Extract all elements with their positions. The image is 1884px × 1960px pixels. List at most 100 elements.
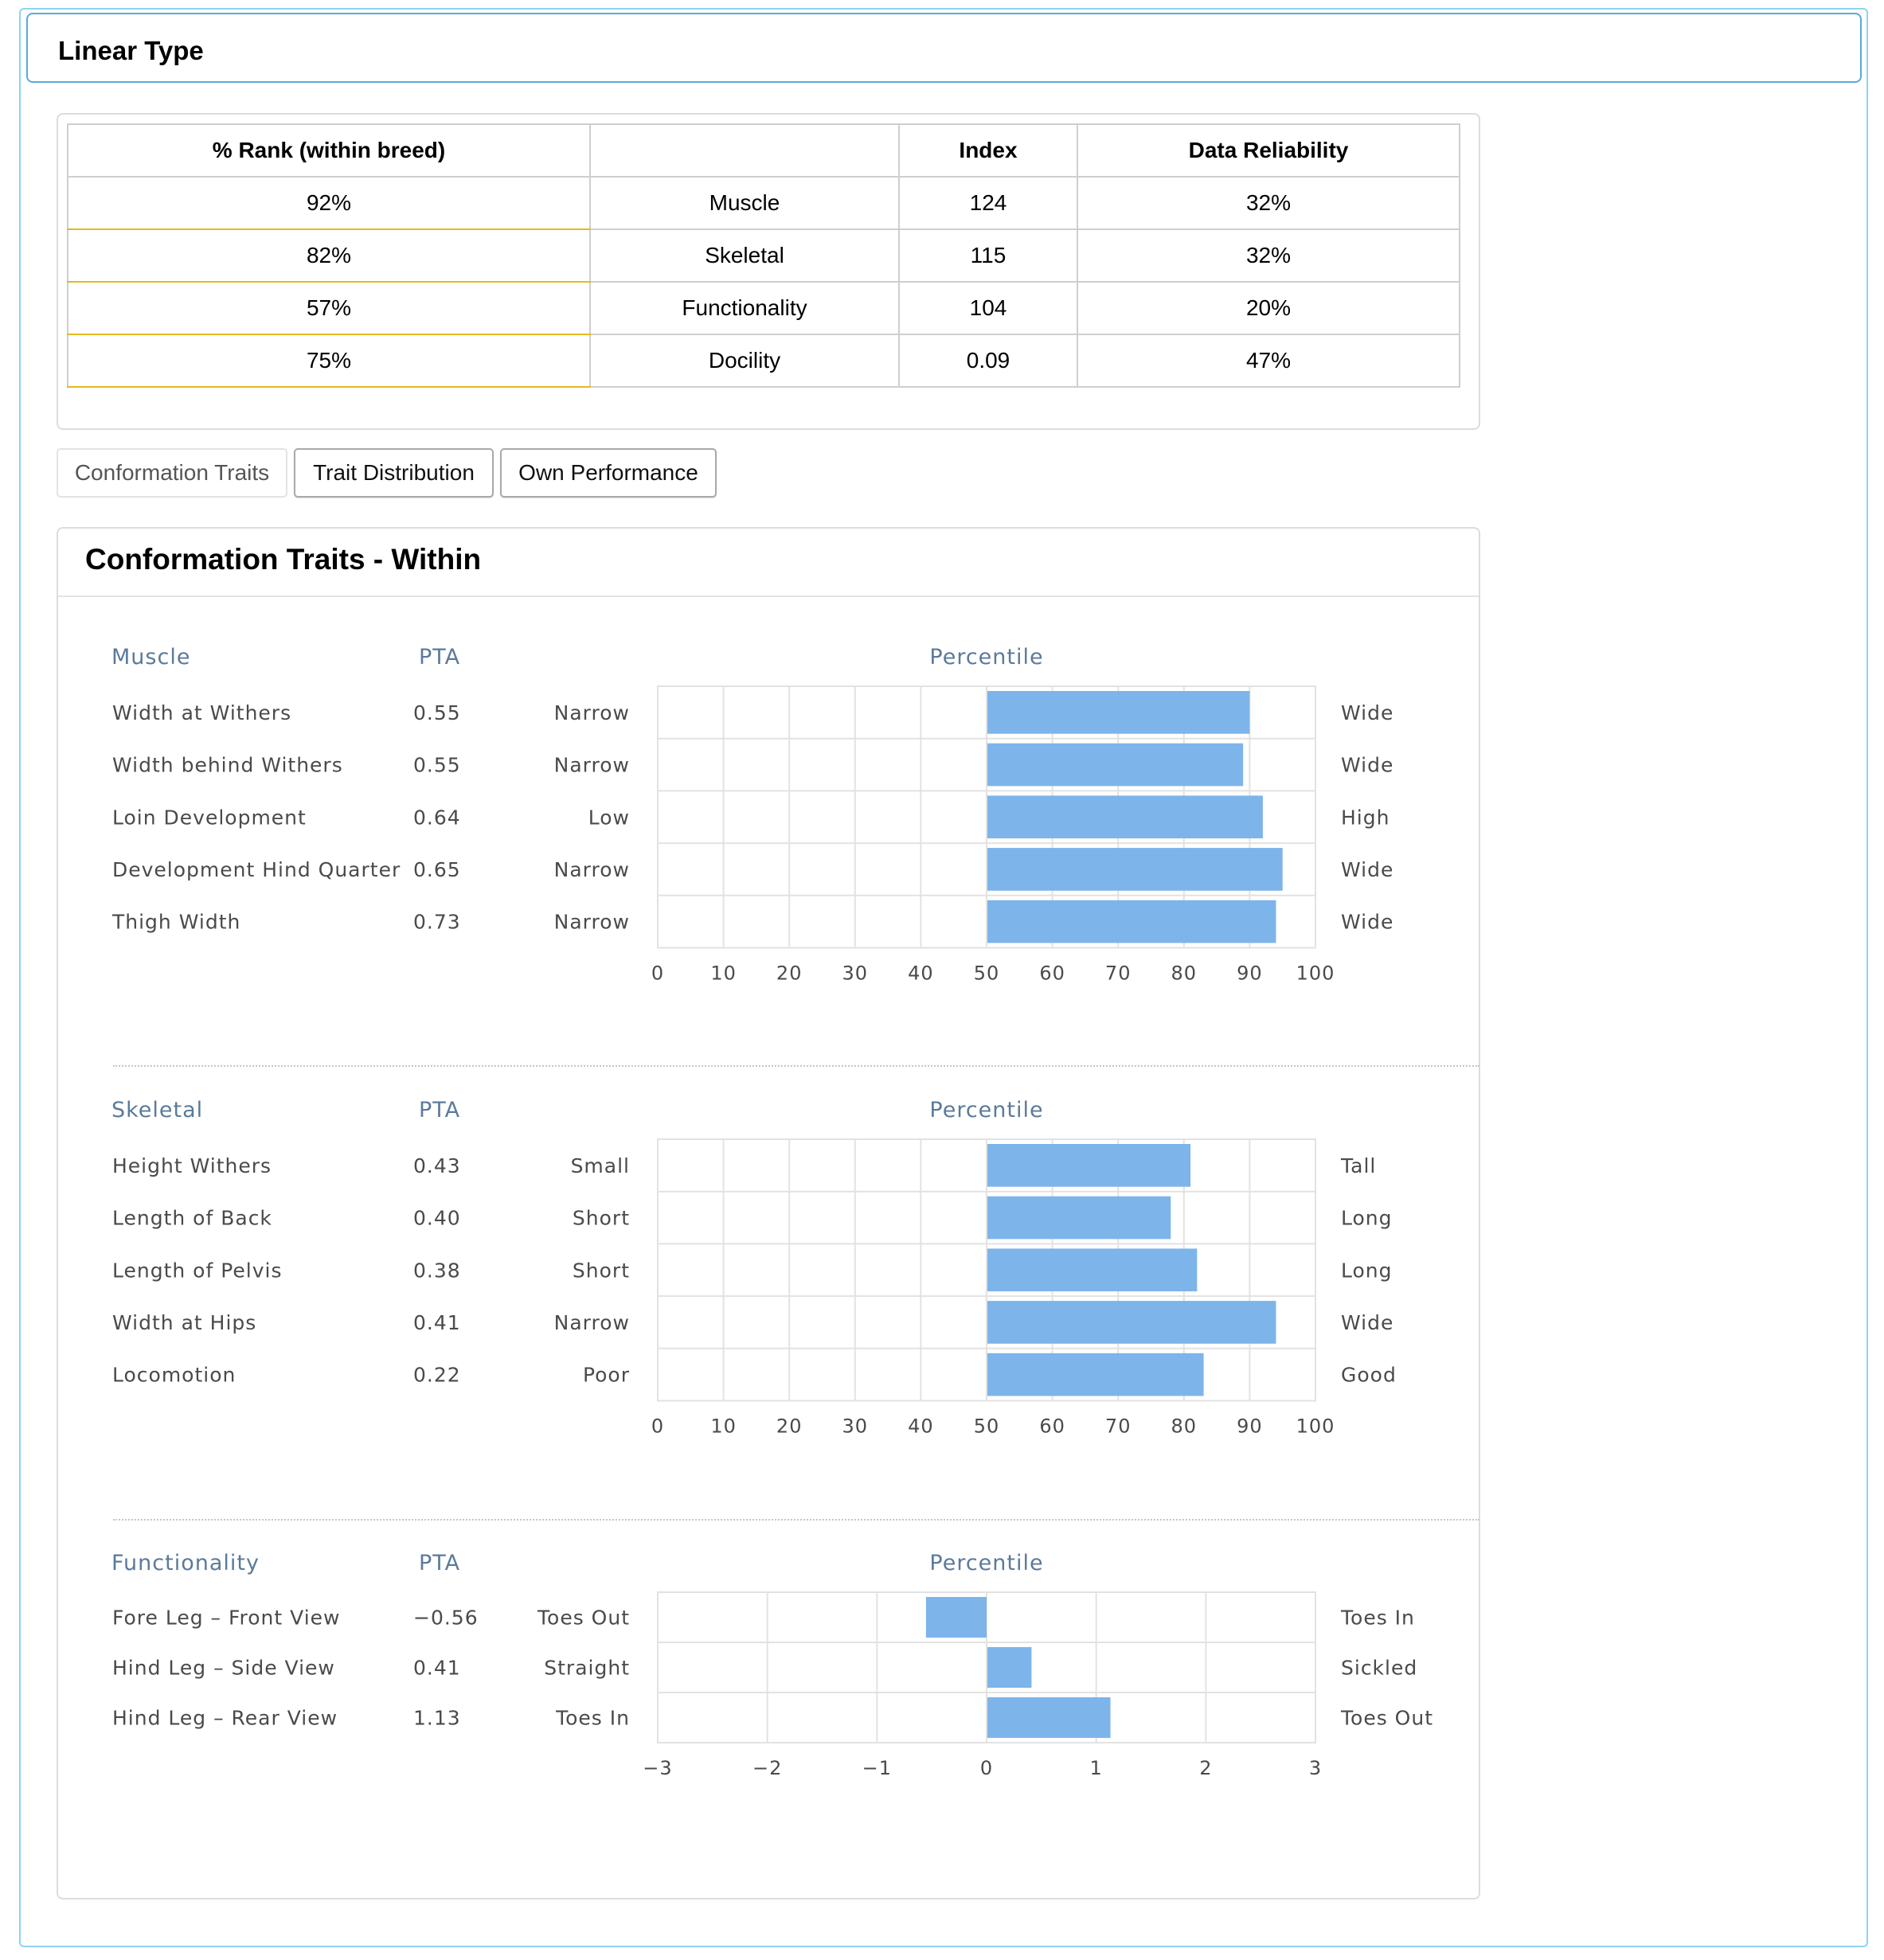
trait-cell: Muscle <box>589 176 900 230</box>
tick-label: 10 <box>710 962 737 985</box>
trait-name: Loin Development <box>112 806 307 829</box>
outer-panel <box>19 8 1868 1947</box>
percentile-bar <box>987 795 1263 839</box>
tick-label: 1 <box>1090 1757 1103 1779</box>
pta-value: 1.13 <box>413 1707 461 1730</box>
table-header-row: % Rank (within breed) Index Data Reliabi… <box>67 123 1460 178</box>
trait-name: Width at Withers <box>112 701 291 724</box>
section-header: Linear Type <box>26 13 1862 83</box>
index-cell: 115 <box>898 228 1078 283</box>
pta-value: 0.22 <box>413 1364 461 1387</box>
section-divider <box>113 1519 1479 1521</box>
rank-cell: 92% <box>67 176 591 230</box>
pta-value: 0.40 <box>413 1207 461 1230</box>
percentile-bar <box>987 1248 1198 1292</box>
rank-cell: 57% <box>67 281 591 335</box>
low-end-label: Small <box>571 1154 630 1177</box>
tick-label: −1 <box>862 1757 892 1779</box>
group-header: Functionality <box>111 1551 260 1575</box>
high-end-label: Tall <box>1340 1154 1376 1177</box>
tick-label: 80 <box>1171 962 1198 985</box>
percentile-bar <box>987 1301 1276 1344</box>
index-cell: 104 <box>898 281 1078 335</box>
high-end-label: High <box>1341 806 1390 829</box>
column-header-trait <box>589 123 900 178</box>
trait-name: Length of Back <box>112 1207 272 1230</box>
section-title: Linear Type <box>58 36 204 65</box>
pta-header: PTA <box>419 645 460 670</box>
percentile-bar <box>987 900 1276 943</box>
percentile-bar <box>925 1597 987 1638</box>
tick-label: 90 <box>1237 1415 1263 1438</box>
percentile-bar <box>987 1697 1111 1738</box>
low-end-label: Toes Out <box>537 1607 630 1630</box>
tick-label: 10 <box>710 1415 737 1438</box>
low-end-label: Toes In <box>555 1707 630 1730</box>
trait-name: Development Hind Quarter <box>112 858 401 881</box>
percentile-bar <box>987 743 1244 787</box>
low-end-label: Narrow <box>554 1311 630 1334</box>
group-header: Muscle <box>111 645 190 670</box>
card-divider <box>58 595 1479 597</box>
axis-title: Percentile <box>929 1551 1043 1575</box>
trait-name: Hind Leg – Rear View <box>112 1707 338 1730</box>
low-end-label: Narrow <box>554 754 630 777</box>
high-end-label: Wide <box>1341 701 1393 724</box>
low-end-label: Short <box>573 1259 630 1282</box>
trait-name: Thigh Width <box>111 911 240 934</box>
table-row: 82% Skeletal 115 32% <box>67 228 1460 283</box>
trait-name: Width behind Withers <box>112 754 343 777</box>
trait-name: Fore Leg – Front View <box>112 1607 340 1630</box>
column-header-reliability: Data Reliability <box>1077 123 1460 178</box>
index-cell: 124 <box>898 176 1078 230</box>
tick-label: 20 <box>776 962 803 985</box>
high-end-label: Sickled <box>1341 1657 1417 1680</box>
table-row: 57% Functionality 104 20% <box>67 281 1460 335</box>
percentile-bar <box>987 1647 1032 1688</box>
low-end-label: Narrow <box>554 858 630 881</box>
high-end-label: Wide <box>1341 911 1393 934</box>
column-header-index: Index <box>898 123 1078 178</box>
tick-label: 30 <box>842 962 869 985</box>
trait-cell: Functionality <box>589 281 900 335</box>
reliability-cell: 32% <box>1077 228 1460 283</box>
trait-name: Width at Hips <box>112 1311 256 1334</box>
trait-name: Length of Pelvis <box>112 1259 283 1282</box>
tab-own-performance[interactable]: Own Performance <box>500 448 717 498</box>
trait-cell: Skeletal <box>589 228 900 283</box>
tick-label: 50 <box>974 962 1000 985</box>
high-end-label: Long <box>1341 1259 1393 1282</box>
tick-label: 3 <box>1309 1757 1322 1779</box>
section-divider <box>113 1065 1479 1067</box>
rank-cell: 82% <box>67 228 591 283</box>
percentile-bar <box>987 691 1250 734</box>
pta-value: 0.38 <box>413 1259 461 1282</box>
tick-label: 70 <box>1105 1415 1132 1438</box>
table-row: 92% Muscle 124 32% <box>67 176 1460 230</box>
tab-trait-distribution[interactable]: Trait Distribution <box>294 448 494 498</box>
tick-label: 20 <box>776 1415 803 1438</box>
tick-label: 100 <box>1296 1415 1335 1438</box>
pta-value: 0.64 <box>413 806 461 829</box>
trait-name: Height Withers <box>112 1154 272 1177</box>
tab-conformation-traits[interactable]: Conformation Traits <box>57 448 287 498</box>
tick-label: 70 <box>1105 962 1132 985</box>
pta-value: 0.55 <box>413 701 461 724</box>
pta-value: −0.56 <box>413 1607 479 1630</box>
high-end-label: Wide <box>1341 858 1393 881</box>
percentile-bar <box>987 848 1283 891</box>
tick-label: 0 <box>651 962 664 985</box>
low-end-label: Narrow <box>554 701 630 724</box>
high-end-label: Wide <box>1341 1311 1393 1334</box>
tick-label: 60 <box>1039 1415 1065 1438</box>
low-end-label: Short <box>573 1207 630 1230</box>
column-header-rank: % Rank (within breed) <box>67 123 591 178</box>
pta-value: 0.65 <box>413 858 461 881</box>
pta-value: 0.41 <box>413 1657 461 1680</box>
low-end-label: Straight <box>544 1657 630 1680</box>
pta-header: PTA <box>419 1098 460 1123</box>
tick-label: 40 <box>908 962 934 985</box>
tick-label: 50 <box>974 1415 1000 1438</box>
low-end-label: Poor <box>583 1364 630 1387</box>
